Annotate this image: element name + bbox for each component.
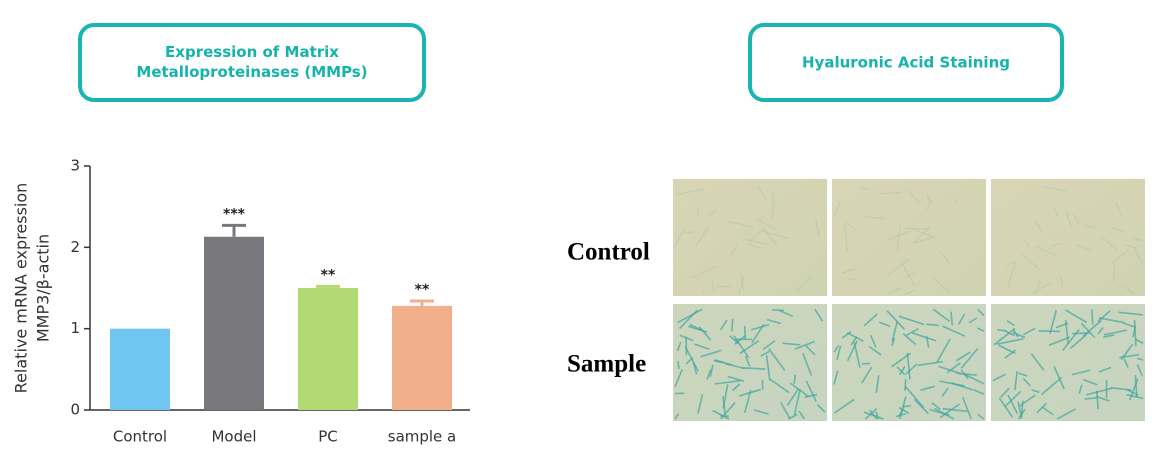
- x-tick-label: sample a: [388, 428, 457, 446]
- cell-stain: [905, 379, 906, 391]
- x-tick-label: PC: [318, 428, 338, 446]
- bar: [392, 306, 452, 410]
- y-tick-label: 1: [70, 319, 80, 337]
- error-bar: [222, 225, 246, 236]
- significance-label: **: [321, 267, 336, 283]
- significance-label: ***: [223, 206, 246, 222]
- micrograph: [832, 179, 986, 296]
- micrograph: [673, 179, 827, 296]
- bar: [298, 288, 358, 410]
- cell-stain: [772, 310, 784, 311]
- cell-stain: [1092, 309, 1093, 324]
- cell-stain: [1072, 333, 1089, 334]
- y-axis-label: Relative mRNA expression: [12, 183, 31, 394]
- bar: [204, 237, 264, 410]
- y-tick-label: 2: [70, 238, 80, 256]
- y-tick-label: 0: [70, 401, 80, 419]
- error-bar: [410, 301, 434, 306]
- micrograph: [673, 304, 827, 421]
- x-tick-label: Model: [211, 428, 256, 446]
- cell-stain: [794, 375, 795, 384]
- micrograph: [991, 179, 1145, 296]
- y-tick-label: 3: [70, 157, 80, 175]
- significance-label: **: [415, 282, 430, 298]
- cell-stain: [906, 228, 929, 229]
- row-label: Sample: [567, 351, 646, 378]
- row-label: Control: [567, 239, 650, 266]
- y-axis-label: MMP3/β-actin: [34, 234, 53, 342]
- x-tick-label: Control: [113, 428, 167, 446]
- error-bar: [316, 286, 340, 288]
- staining-panels: [673, 179, 1145, 421]
- cell-stain: [745, 326, 746, 340]
- bar: [110, 329, 170, 410]
- header-title: Hyaluronic Acid Staining: [802, 54, 1010, 72]
- cell-stain: [678, 361, 679, 369]
- cell-stain: [732, 319, 733, 332]
- cell-stain: [926, 324, 938, 325]
